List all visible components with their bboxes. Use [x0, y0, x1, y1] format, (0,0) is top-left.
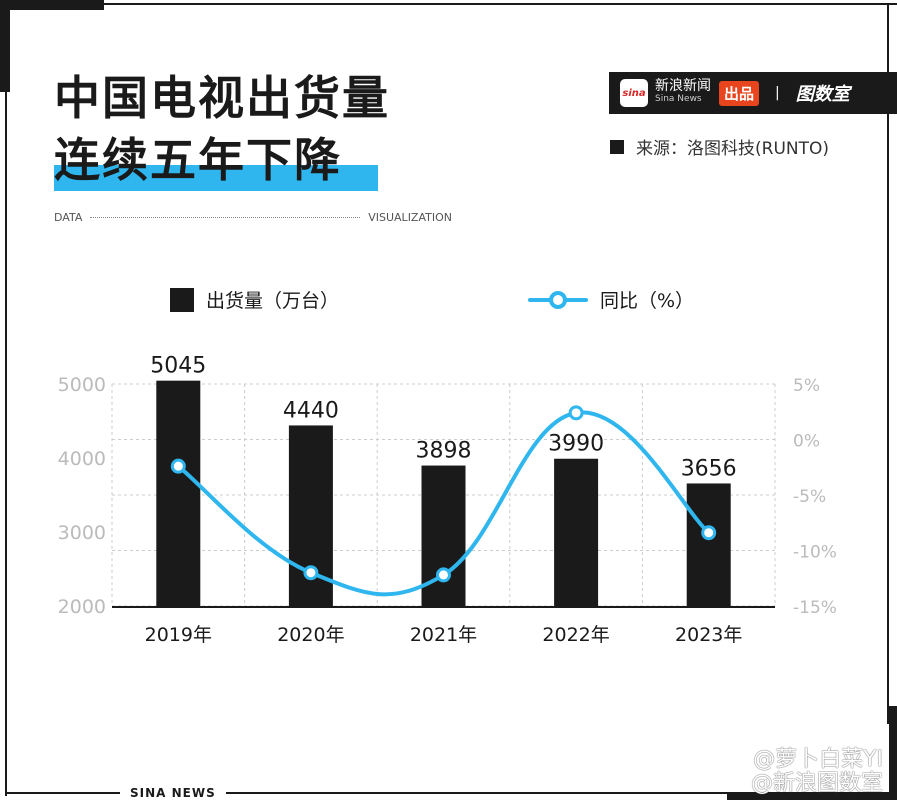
frame-line	[5, 792, 897, 794]
bar-data-label: 5045	[150, 354, 206, 379]
square-icon	[610, 139, 624, 154]
brand-name-cn: 新浪新闻	[655, 78, 711, 94]
x-tick-label: 2019年	[145, 624, 212, 646]
tag-left: DATA	[54, 211, 83, 224]
bar-data-label: 3898	[416, 439, 472, 464]
yoy-point	[436, 567, 451, 583]
x-tick-label: 2022年	[542, 624, 609, 646]
bar	[554, 458, 599, 606]
x-tick-label: 2023年	[675, 624, 742, 646]
bar	[686, 483, 731, 606]
watermark: @萝卜白菜YI @新浪图数室	[751, 748, 883, 796]
frame-corner	[889, 706, 897, 800]
x-tick-label: 2020年	[277, 624, 344, 646]
source-note: 来源：洛图科技(RUNTO)	[610, 134, 829, 159]
produced-badge: 出品	[719, 80, 760, 106]
brand-name: 新浪新闻 Sina News	[655, 78, 711, 106]
watermark-line-1: @萝卜白菜YI	[753, 747, 883, 772]
yoy-point	[568, 405, 584, 421]
right-tick-label: -10%	[793, 543, 837, 563]
bar-data-label: 4440	[283, 398, 339, 423]
right-tick-label: 0%	[793, 432, 820, 452]
right-tick-label: 5%	[793, 376, 820, 396]
yoy-line	[177, 410, 711, 597]
brand-name-en: Sina News	[655, 94, 702, 104]
partner-logo: 图数室	[795, 84, 850, 105]
left-tick-label: 5000	[58, 374, 106, 396]
bar	[156, 380, 201, 606]
legend-bar-label: 出货量（万台）	[206, 290, 340, 312]
legend-bar-swatch	[170, 287, 194, 312]
yoy-point	[170, 458, 186, 474]
sina-logo-icon: sina	[620, 79, 648, 107]
legend-line-label: 同比（%）	[600, 290, 695, 312]
left-tick-label: 3000	[58, 522, 106, 544]
right-tick-label: -15%	[793, 598, 837, 618]
frame-line	[103, 3, 897, 5]
legend-line-swatch	[528, 290, 588, 309]
brand-bar: sina 新浪新闻 Sina News 出品 | 图数室	[609, 72, 897, 114]
bar-data-label: 3656	[681, 456, 737, 481]
left-tick-label: 4000	[58, 448, 106, 470]
data-visualization-tag: DATA VISUALIZATION	[54, 211, 452, 224]
dotted-divider	[90, 217, 361, 218]
source-text: 来源：洛图科技(RUNTO)	[636, 139, 830, 159]
legend-line: 同比（%）	[528, 286, 694, 313]
frame-corner	[0, 0, 10, 92]
title-line-2: 连续五年下降	[54, 133, 342, 187]
bar-data-label: 3990	[548, 432, 604, 457]
x-tick-label: 2021年	[410, 624, 477, 646]
right-tick-label: -5%	[793, 487, 826, 507]
frame-corner	[0, 0, 104, 10]
title-highlight	[54, 165, 378, 191]
left-tick-label: 2000	[58, 596, 106, 618]
legend-bar: 出货量（万台）	[170, 286, 339, 313]
footer-label: SINA NEWS	[120, 786, 226, 800]
frame-line	[887, 4, 889, 724]
title-line-1: 中国电视出货量	[54, 71, 390, 125]
brand-separator: |	[775, 85, 780, 101]
frame-line	[5, 10, 7, 796]
yoy-point	[701, 525, 717, 541]
watermark-line-2: @新浪图数室	[750, 771, 883, 796]
frame-corner	[727, 792, 897, 800]
tag-right: VISUALIZATION	[368, 211, 452, 224]
yoy-point	[303, 565, 319, 581]
